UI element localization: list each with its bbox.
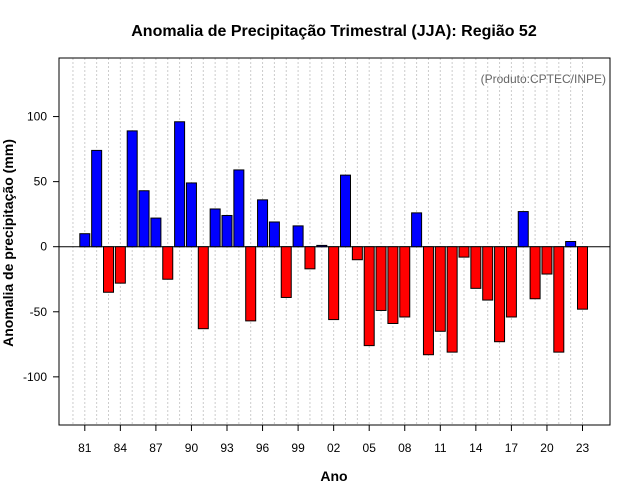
- bar-1990: [185, 182, 197, 248]
- bar-2022: [565, 241, 577, 248]
- bar-2010: [422, 246, 434, 356]
- x-tick-label-23: 23: [576, 441, 590, 455]
- y-axis-label: Anomalia de precipitação (mm): [0, 139, 16, 347]
- credit-text: (Produto:CPTEC/INPE): [481, 72, 606, 86]
- bar-1997: [268, 221, 280, 248]
- x-tick-label-11: 11: [434, 441, 447, 455]
- bar-1983: [103, 246, 114, 293]
- bar-1982: [91, 149, 103, 248]
- bar-2006: [375, 246, 387, 311]
- bar-2000: [304, 246, 316, 270]
- x-tick-label-99: 99: [291, 441, 305, 455]
- bar-2008: [399, 246, 411, 318]
- bar-2023: [577, 246, 588, 310]
- x-axis-label: Ano: [320, 468, 347, 484]
- x-tick-label-96: 96: [256, 441, 270, 455]
- x-tick-label-81: 81: [78, 441, 92, 455]
- bar-2012: [446, 246, 458, 353]
- plot-frame: [58, 57, 611, 426]
- bars: [79, 121, 588, 356]
- bar-1991: [197, 246, 209, 330]
- bar-2007: [387, 246, 399, 324]
- bar-2005: [363, 246, 375, 347]
- bar-1984: [114, 246, 126, 284]
- bar-1986: [138, 190, 150, 248]
- bar-2011: [434, 246, 446, 332]
- bar-2017: [505, 246, 517, 318]
- bar-1981: [79, 233, 91, 248]
- y-tick-label-50: 50: [34, 175, 48, 189]
- bar-2013: [458, 246, 470, 258]
- bar-1996: [257, 199, 269, 248]
- bar-2014: [470, 246, 482, 289]
- y-tick-label--100: -100: [23, 370, 47, 384]
- x-axis: 81 84 87 90 93 96 99 02 05 08 11 14 17 20 23: [78, 425, 589, 455]
- x-tick-label-05: 05: [363, 441, 377, 455]
- bar-1987: [150, 217, 162, 248]
- bar-1992: [209, 208, 221, 248]
- bar-2002: [328, 246, 340, 321]
- x-tick-label-02: 02: [327, 441, 341, 455]
- bar-2020: [541, 246, 553, 275]
- bar-1999: [292, 225, 304, 248]
- y-tick-label-0: 0: [40, 240, 47, 254]
- bar-2018: [517, 211, 529, 248]
- bar-1998: [280, 246, 292, 298]
- bar-1989: [174, 121, 186, 248]
- bar-2019: [529, 246, 541, 300]
- x-tick-label-90: 90: [185, 441, 199, 455]
- bar-2003: [340, 174, 351, 248]
- bar-2021: [553, 246, 565, 353]
- vertical-gridlines: [72, 58, 583, 425]
- bar-1988: [162, 246, 174, 280]
- bar-1993: [221, 214, 233, 248]
- y-axis: -100 -50 0 50 100: [23, 110, 59, 384]
- chart-title: Anomalia de Precipitação Trimestral (JJA…: [131, 23, 537, 40]
- bar-2001: [316, 244, 328, 248]
- x-tick-label-20: 20: [540, 441, 554, 455]
- bar-2004: [351, 246, 363, 261]
- x-tick-label-14: 14: [469, 441, 483, 455]
- bar-2015: [482, 246, 494, 301]
- y-tick-label-100: 100: [27, 110, 47, 124]
- bar-1985: [126, 130, 138, 248]
- bar-2016: [494, 246, 506, 343]
- x-tick-label-84: 84: [114, 441, 128, 455]
- x-tick-label-17: 17: [505, 441, 519, 455]
- x-tick-label-08: 08: [398, 441, 412, 455]
- bar-1994: [233, 169, 245, 248]
- bar-1995: [245, 246, 257, 322]
- x-tick-label-87: 87: [149, 441, 163, 455]
- x-tick-label-93: 93: [220, 441, 234, 455]
- y-tick-label--50: -50: [30, 305, 48, 319]
- bar-2009: [411, 212, 423, 248]
